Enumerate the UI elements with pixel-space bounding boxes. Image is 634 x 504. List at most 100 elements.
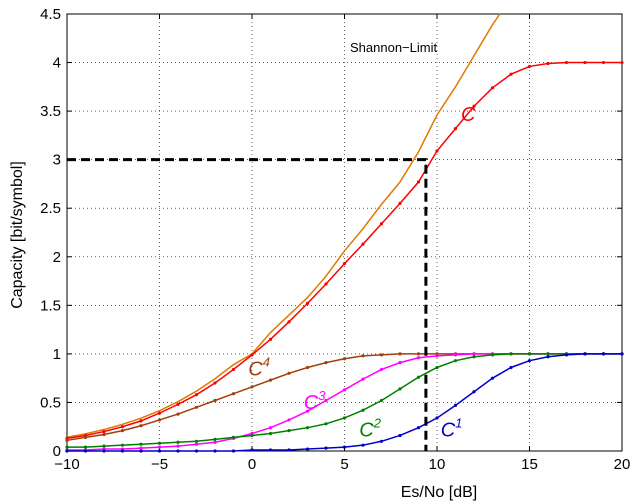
- curves: [65, 13, 624, 453]
- curve-c-point: [601, 60, 606, 65]
- curve-c4-point: [287, 371, 291, 375]
- curve-c2-point: [361, 408, 365, 412]
- curve-c1-point: [564, 353, 569, 357]
- x-axis-label: Es/No [dB]: [401, 484, 477, 501]
- y-tick-label: 1: [53, 346, 61, 363]
- curve-c4-point: [139, 424, 143, 428]
- curve-c-point: [361, 242, 365, 246]
- curve-c2-point: [120, 443, 125, 447]
- curve-c1-point: [213, 449, 217, 453]
- curve-c4-point: [416, 352, 421, 356]
- curve-c4-point: [157, 418, 162, 422]
- curve-c2-point: [435, 365, 439, 370]
- curve-c4-point: [65, 438, 69, 442]
- curve-c4-point: [398, 352, 402, 356]
- curve-c2-point: [305, 426, 310, 430]
- curve-c2-point: [379, 398, 384, 403]
- reference-line: [67, 158, 428, 451]
- curve-c2-point: [546, 352, 550, 356]
- x-tick-label: 10: [429, 456, 446, 473]
- curve-c1-point: [379, 439, 384, 443]
- curve-c2-point: [83, 445, 88, 449]
- curve-c1-point: [194, 449, 199, 453]
- x-tick-label: 15: [521, 456, 538, 473]
- label-c1: C1: [441, 415, 463, 441]
- curve-c-point: [564, 60, 569, 65]
- curve-c1-point: [435, 416, 439, 420]
- curve-c1-point: [509, 365, 513, 370]
- label-superscript: 4: [263, 354, 270, 369]
- y-axis-label: Capacity [bit/symbol]: [9, 161, 26, 309]
- y-tick-label: 2: [53, 249, 61, 266]
- curve-c-point: [620, 60, 624, 65]
- curve-c1-point: [268, 448, 273, 452]
- x-tick-label: −10: [54, 456, 79, 473]
- curve-c-point: [490, 86, 495, 90]
- curve-c1-point: [250, 448, 254, 452]
- curve-c4-point: [231, 392, 236, 396]
- y-tick-label: 4.5: [40, 6, 61, 23]
- curve-c2-point: [231, 435, 236, 440]
- curve-c1-point: [620, 352, 624, 356]
- curve-c-point: [583, 60, 587, 65]
- curve-c2: [67, 353, 622, 448]
- curve-c1-point: [472, 390, 476, 394]
- curve-c1-point: [453, 403, 458, 407]
- curve-c-point: [268, 337, 273, 341]
- reference-dashed-line: [67, 158, 428, 451]
- label-c2: C2: [359, 415, 381, 441]
- x-tick-label: 20: [614, 456, 631, 473]
- curve-c3: [67, 353, 622, 451]
- curve-c4-point: [213, 398, 217, 403]
- curve-c1-point: [176, 449, 180, 453]
- grid: [67, 14, 622, 451]
- y-tick-label: 0.5: [40, 394, 61, 411]
- label-superscript: 1: [455, 415, 462, 430]
- curve-c4-point: [102, 432, 106, 437]
- curve-c2-point: [268, 431, 273, 436]
- curve-c-point: [102, 429, 106, 434]
- curve-c1-point: [583, 352, 587, 356]
- label-c: C: [461, 104, 476, 126]
- curve-c3-point: [435, 354, 439, 358]
- curve-c-point: [324, 282, 328, 286]
- curve-c1-point: [287, 448, 291, 452]
- y-tick-label: 0: [53, 443, 61, 460]
- curve-c-point: [435, 149, 439, 153]
- curve-c-point: [546, 61, 550, 66]
- curve-c3-point: [157, 445, 162, 449]
- curve-c1-point: [120, 449, 125, 453]
- y-tick-label: 3.5: [40, 103, 61, 120]
- curve-c-point: [342, 261, 347, 266]
- curve-c1-point: [231, 449, 236, 453]
- curve-c3-point: [139, 446, 143, 450]
- curve-c3-point: [194, 442, 199, 446]
- curve-c1-point: [65, 449, 69, 453]
- curve-c2-point: [490, 353, 495, 357]
- label-superscript: 3: [318, 388, 326, 403]
- curve-c-point: [120, 425, 125, 429]
- curve-c-point: [509, 72, 513, 76]
- curve-c2-point: [453, 359, 458, 363]
- curve-c2-point: [102, 444, 106, 448]
- curve-c2-point: [176, 440, 180, 444]
- curve-c4-point: [194, 405, 199, 409]
- curve-c4-point: [176, 412, 180, 416]
- curve-c-point: [213, 381, 217, 385]
- curve-c1-point: [139, 449, 143, 453]
- curve-c-point: [176, 402, 180, 406]
- y-tick-label: 1.5: [40, 297, 61, 314]
- curve-c3-point: [361, 377, 365, 381]
- curve-c3-point: [342, 388, 347, 392]
- curve-c3-point: [453, 353, 458, 357]
- curve-c-point: [157, 411, 162, 415]
- curve-c3-point: [268, 426, 273, 430]
- curve-c2-point: [342, 416, 347, 420]
- curve-c3-point: [472, 352, 476, 356]
- curve-c-point: [527, 64, 532, 69]
- curve-c4-point: [379, 353, 384, 357]
- curve-c-point: [139, 419, 143, 423]
- curve-c1-point: [305, 447, 310, 451]
- label-c3: C3: [304, 388, 326, 414]
